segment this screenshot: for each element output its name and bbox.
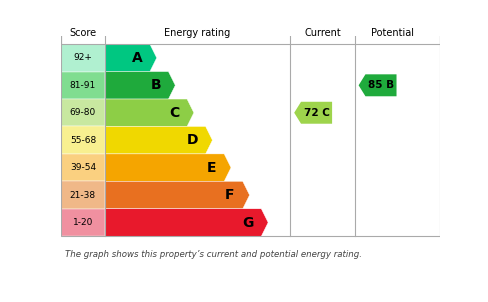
Bar (61, 154, 104, 181)
Bar (61, 127, 104, 154)
Text: B: B (150, 78, 161, 92)
Polygon shape (104, 72, 175, 99)
Bar (61, 21, 439, 44)
Bar (61, 44, 104, 72)
Text: 1-20: 1-20 (73, 218, 93, 227)
Text: 85 B: 85 B (367, 80, 393, 90)
Text: Potential: Potential (370, 27, 413, 37)
Polygon shape (104, 44, 156, 72)
Text: Score: Score (69, 27, 96, 37)
Text: 55-68: 55-68 (70, 136, 96, 145)
Text: 81-91: 81-91 (70, 81, 96, 90)
Text: D: D (186, 133, 198, 147)
Text: A: A (131, 51, 142, 65)
Polygon shape (358, 74, 396, 96)
Text: 92+: 92+ (73, 53, 92, 63)
Text: 69-80: 69-80 (70, 108, 96, 117)
Text: G: G (242, 216, 254, 230)
Polygon shape (294, 102, 331, 124)
Text: The graph shows this property’s current and potential energy rating.: The graph shows this property’s current … (65, 250, 361, 259)
Text: Energy rating: Energy rating (164, 27, 230, 37)
Polygon shape (104, 154, 230, 181)
Bar (61, 72, 104, 99)
Text: Current: Current (304, 27, 340, 37)
Text: F: F (224, 188, 234, 202)
Polygon shape (104, 181, 249, 209)
Polygon shape (104, 99, 193, 127)
Text: 21-38: 21-38 (70, 191, 96, 200)
Text: E: E (206, 161, 216, 175)
Text: 72 C: 72 C (303, 108, 329, 118)
Text: 39-54: 39-54 (70, 163, 96, 172)
Polygon shape (104, 209, 267, 236)
Bar (61, 209, 104, 236)
Text: C: C (169, 106, 179, 120)
Bar (61, 181, 104, 209)
Bar (61, 99, 104, 127)
Polygon shape (104, 127, 212, 154)
